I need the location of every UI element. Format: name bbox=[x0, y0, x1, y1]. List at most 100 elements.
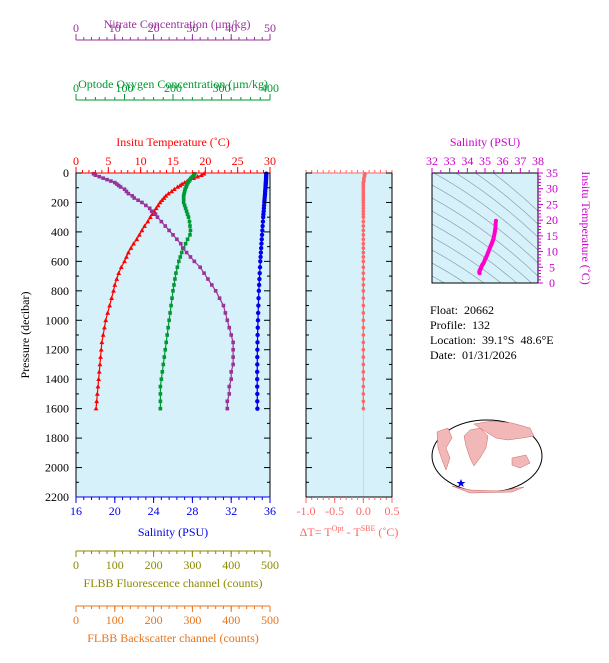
nitrate-point bbox=[167, 228, 171, 233]
delta-t-point bbox=[361, 246, 366, 250]
delta-t-point bbox=[361, 296, 366, 300]
nitrate-point bbox=[159, 219, 164, 224]
delta-t-point bbox=[361, 362, 366, 367]
nitrate-point bbox=[105, 177, 109, 182]
oxygen-point bbox=[167, 318, 171, 323]
salinity-point bbox=[255, 325, 260, 330]
temperature-point bbox=[171, 186, 177, 191]
temperature-point bbox=[112, 282, 118, 287]
nitrate-point bbox=[126, 191, 131, 196]
oxygen-point bbox=[188, 228, 193, 233]
delta-t-axis: -1.0 -0.5 0.0 0.5 bbox=[297, 170, 400, 518]
pressure-axis: 0 200 400 600 800 1000 1200 1400 1600 1800 2000 220… bbox=[45, 166, 270, 504]
fluorescence-tick-label: 200 bbox=[145, 558, 163, 572]
nitrate-point bbox=[130, 194, 135, 198]
nitrate-point bbox=[122, 187, 127, 191]
nitrate-point bbox=[140, 200, 144, 205]
delta-t-point bbox=[361, 370, 366, 374]
delta-t-point bbox=[361, 250, 366, 255]
nitrate-point bbox=[114, 182, 119, 186]
delta-t-title-unit: (˚C) bbox=[375, 525, 398, 539]
nitrate-point bbox=[109, 179, 113, 183]
temperature-point bbox=[159, 197, 165, 203]
delta-t-tick-label: -1.0 bbox=[297, 504, 316, 518]
temperature-point bbox=[96, 376, 102, 381]
ts-temperature-tick-label: 0 bbox=[549, 276, 555, 290]
delta-t-point bbox=[361, 283, 366, 287]
oxygen-point bbox=[178, 255, 183, 259]
date-label: Date: 01/31/2026 bbox=[430, 348, 517, 362]
nitrate-point bbox=[229, 333, 233, 337]
delta-t-point bbox=[361, 377, 366, 381]
salinity-point bbox=[254, 384, 260, 389]
float-id-label: Float: 20662 bbox=[430, 303, 495, 317]
float-location-marker bbox=[456, 479, 466, 487]
temperature-point bbox=[163, 193, 169, 198]
backscatter-tick-label: 500 bbox=[261, 613, 279, 627]
fluorescence-tick-label: 500 bbox=[261, 558, 279, 572]
delta-t-point bbox=[361, 241, 366, 246]
delta-t-point bbox=[361, 325, 366, 330]
salinity-point bbox=[257, 276, 262, 282]
delta-t-point bbox=[361, 215, 366, 219]
ts-salinity-tick-label: 32 bbox=[426, 154, 438, 168]
nitrate-point bbox=[178, 241, 183, 246]
nitrate-point bbox=[155, 215, 160, 219]
salinity-point bbox=[254, 369, 260, 375]
ts-density-contour bbox=[432, 197, 538, 277]
delta-t-point bbox=[361, 255, 366, 259]
delta-t-point bbox=[361, 303, 366, 308]
nitrate-point bbox=[227, 325, 232, 330]
temperature-point bbox=[105, 310, 111, 315]
ts-density-contour bbox=[492, 173, 538, 212]
oxygen-point bbox=[186, 215, 191, 219]
oxygen-point bbox=[177, 259, 181, 264]
delta-t-point bbox=[361, 203, 366, 208]
oxygen-point bbox=[175, 265, 180, 270]
fluorescence-axis: 0 100 200 300 400 500 bbox=[73, 550, 279, 572]
nitrate-point bbox=[124, 189, 129, 194]
pressure-tick-label: 400 bbox=[51, 225, 69, 239]
salinity-point bbox=[260, 219, 266, 224]
ts-temperature-tick-label: 15 bbox=[546, 229, 558, 243]
temperature-point bbox=[142, 223, 147, 228]
ts-density-contour bbox=[432, 262, 466, 283]
nitrate-point bbox=[163, 224, 168, 228]
temperature-tick-label: 10 bbox=[135, 154, 147, 168]
salinity-tick-label: 28 bbox=[186, 504, 198, 518]
nitrate-point bbox=[171, 233, 175, 237]
temperature-point bbox=[128, 245, 134, 250]
ts-density-contour bbox=[432, 184, 538, 264]
delta-t-tick-label: 0.0 bbox=[356, 504, 371, 518]
salinity-point bbox=[255, 310, 261, 316]
temperature-point bbox=[134, 236, 140, 242]
nitrate-point bbox=[188, 255, 193, 259]
delta-t-point bbox=[361, 259, 366, 264]
delta-t-point bbox=[361, 392, 366, 396]
nitrate-point bbox=[227, 392, 232, 396]
delta-t-point bbox=[361, 200, 366, 205]
salinity-point bbox=[255, 318, 261, 323]
ts-density-contours bbox=[432, 173, 538, 283]
nitrate-point bbox=[225, 399, 230, 404]
pressure-tick-label: 600 bbox=[51, 254, 69, 268]
nitrate-point bbox=[113, 180, 117, 185]
ts-density-contour bbox=[432, 210, 532, 283]
delta-t-point bbox=[361, 233, 366, 237]
salinity-axis: 16 20 24 28 32 36 bbox=[70, 496, 276, 518]
salinity-point bbox=[255, 354, 260, 360]
world-map bbox=[431, 419, 543, 494]
salinity-point bbox=[255, 406, 260, 411]
temperature-point bbox=[161, 195, 167, 200]
nitrate-point bbox=[223, 311, 228, 315]
main-profile-panel: 0 10 20 30 40 50 Nitrate Concentration (µm/kg… bbox=[18, 17, 279, 645]
delta-t-tick-label: -0.5 bbox=[325, 504, 344, 518]
salinity-point bbox=[261, 214, 266, 220]
nitrate-point bbox=[153, 212, 158, 217]
oxygen-point bbox=[166, 325, 170, 330]
temperature-point bbox=[177, 183, 183, 188]
nitrate-point bbox=[213, 289, 218, 293]
nitrate-point bbox=[225, 318, 230, 323]
temperature-point bbox=[96, 369, 102, 374]
temperature-tick-label: 20 bbox=[199, 154, 211, 168]
